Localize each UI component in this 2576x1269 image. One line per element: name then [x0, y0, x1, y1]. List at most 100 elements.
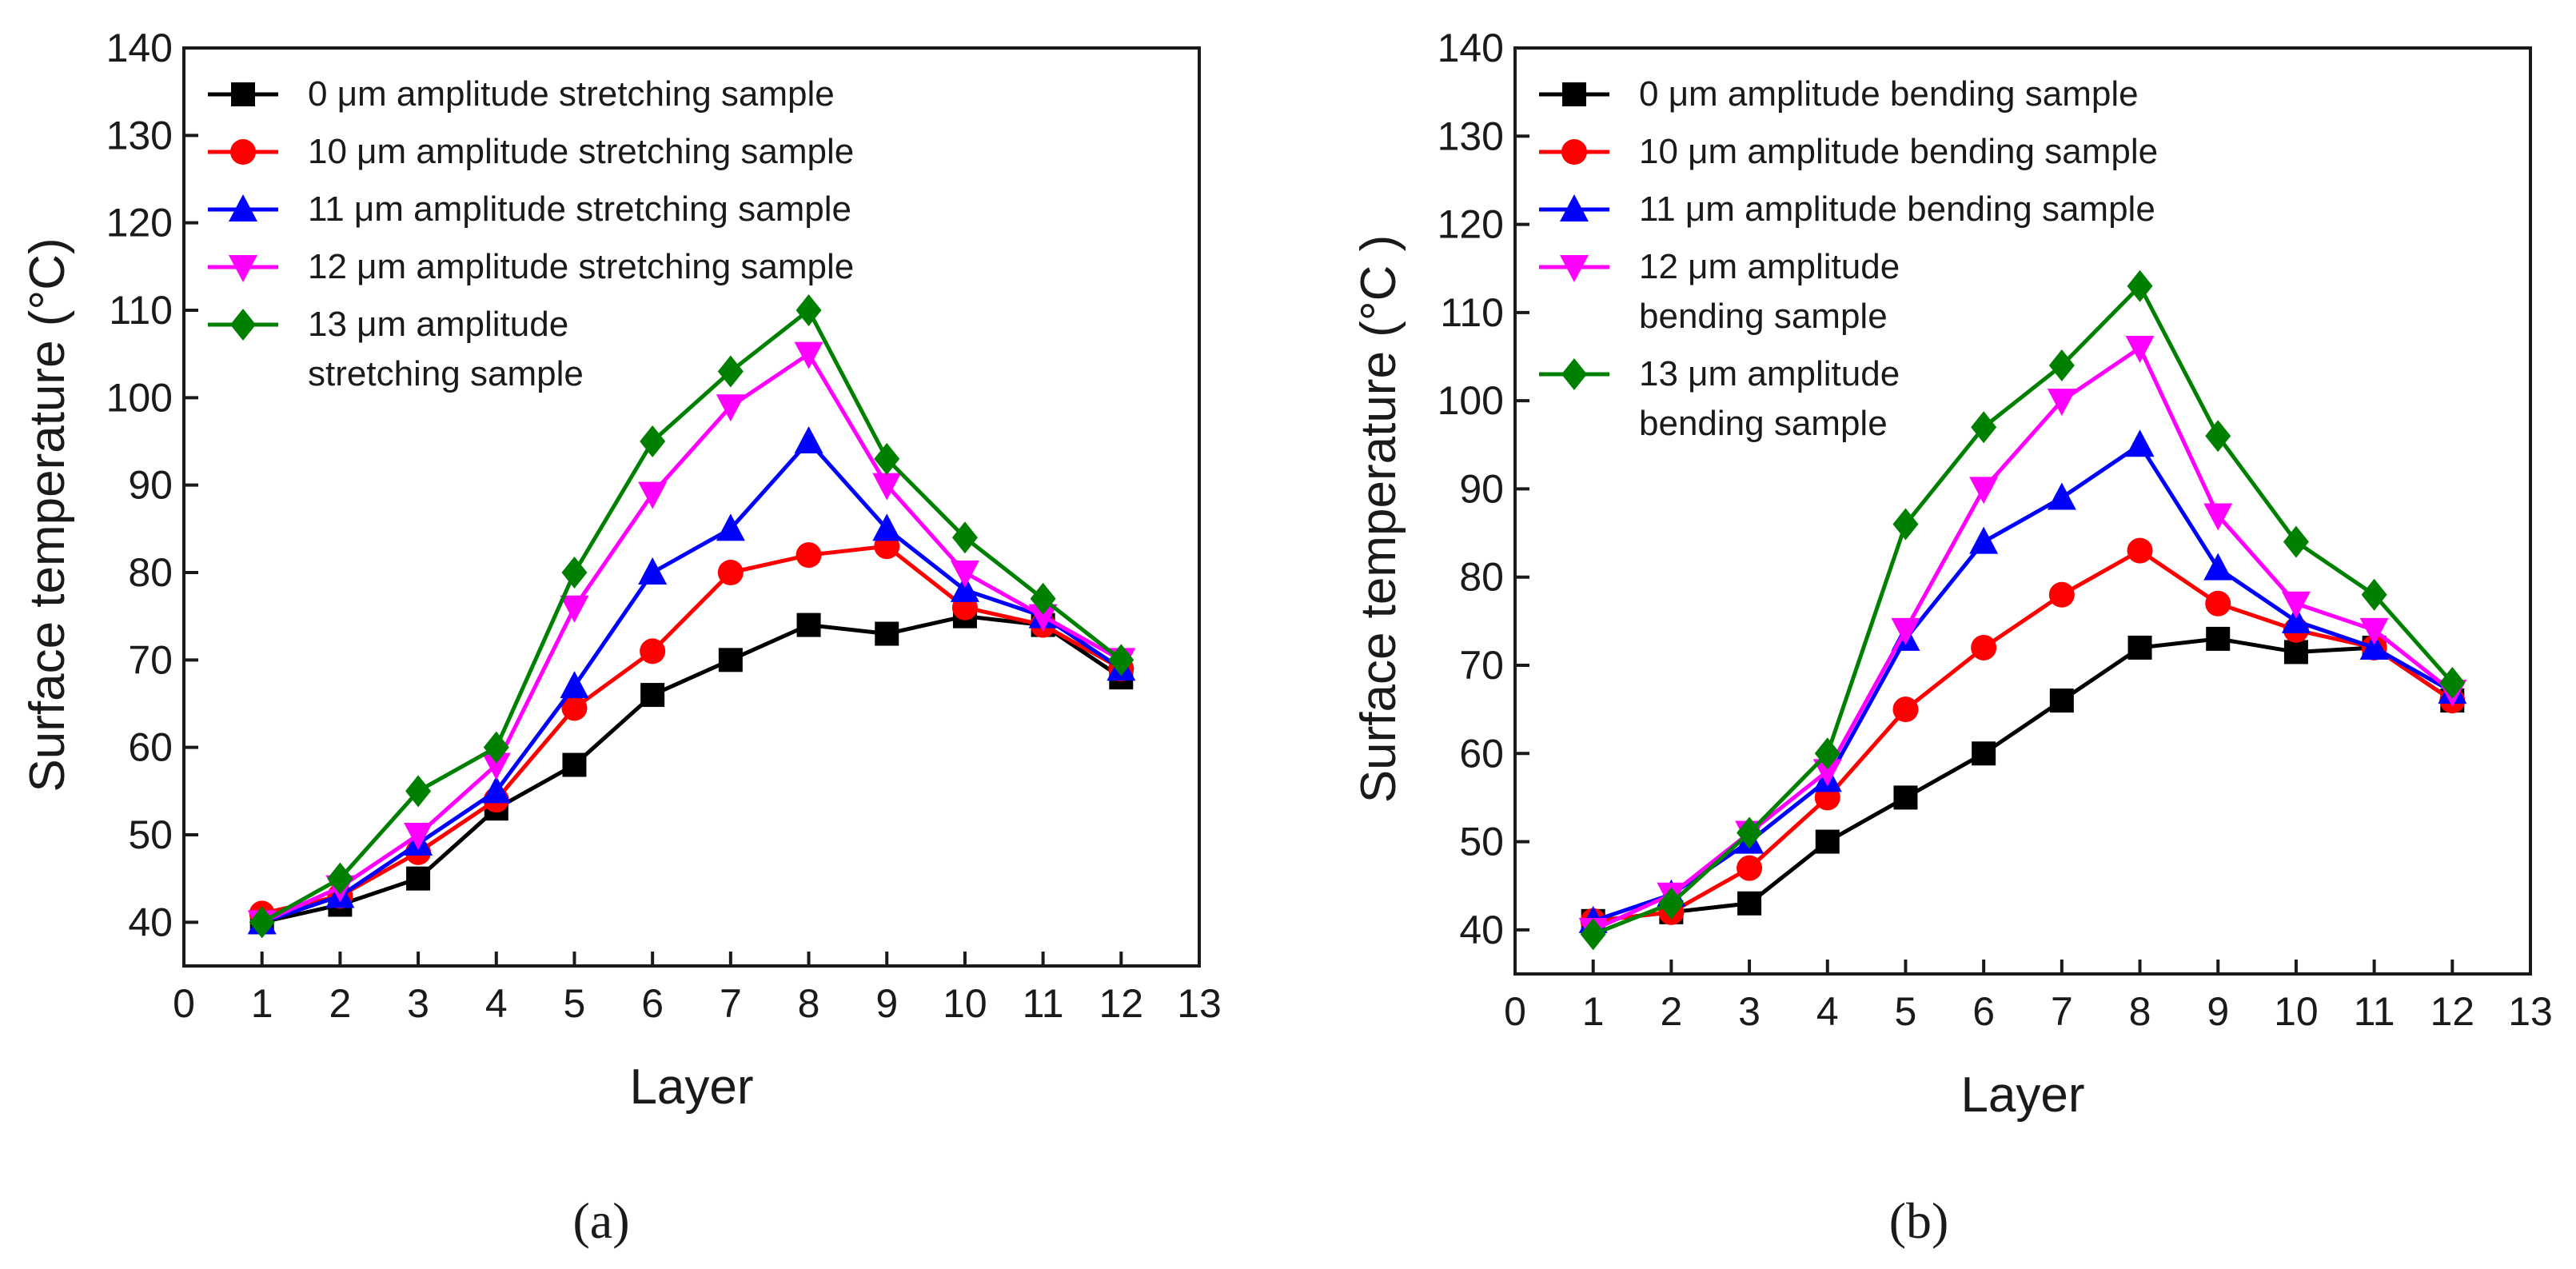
- series-line: [1592, 442, 2454, 924]
- data-point: [1658, 887, 1685, 920]
- y-tick-label: 80: [1459, 555, 1504, 600]
- series-line: [1592, 284, 2454, 936]
- x-tick-label: 2: [1660, 989, 1682, 1034]
- x-tick-label: 2: [329, 981, 351, 1026]
- data-point: [794, 341, 823, 369]
- legend-label: 13 μm amplitude: [308, 305, 568, 344]
- data-point: [327, 862, 353, 895]
- data-point: [1969, 526, 1999, 554]
- x-tick-label: 4: [485, 981, 508, 1026]
- series-line: [261, 614, 1123, 924]
- y-tick-label: 140: [106, 26, 173, 70]
- legend-label: 13 μm amplitude: [1639, 354, 1900, 393]
- x-axis-label: Layer: [629, 1059, 753, 1115]
- legend-label: 0 μm amplitude bending sample: [1639, 74, 2139, 114]
- data-point: [561, 557, 588, 589]
- data-point: [717, 355, 744, 388]
- data-point: [1028, 604, 1058, 632]
- y-tick-label: 50: [128, 812, 173, 857]
- data-point: [2206, 626, 2231, 651]
- data-point: [2127, 635, 2152, 660]
- data-point: [1814, 737, 1840, 770]
- x-tick-label: 1: [251, 981, 273, 1026]
- data-point: [951, 521, 978, 554]
- legend-label: 11 μm amplitude stretching sample: [308, 190, 851, 229]
- data-point: [2127, 269, 2153, 302]
- y-tick-label: 110: [109, 288, 173, 333]
- x-tick-label: 12: [2430, 989, 2474, 1034]
- panel-caption-a: (a): [572, 1192, 629, 1249]
- data-point: [1972, 741, 1996, 766]
- data-point: [1971, 411, 1997, 444]
- legend: 0 μm amplitude bending sample 10 μm ampli…: [1539, 74, 2158, 443]
- data-point: [2281, 605, 2311, 633]
- data-point: [2359, 617, 2389, 645]
- legend-marker: [231, 82, 255, 106]
- data-point: [2205, 590, 2231, 617]
- series-4: [249, 294, 1134, 939]
- data-point: [1580, 918, 1606, 951]
- x-tick-label: 1: [1582, 989, 1605, 1034]
- y-tick-label: 130: [106, 113, 173, 158]
- y-axis-label: Surface temperature (°C ): [1351, 235, 1406, 804]
- x-tick-label: 10: [943, 981, 987, 1026]
- y-tick-label: 110: [1440, 290, 1504, 335]
- y-tick-label: 70: [128, 637, 173, 682]
- x-tick-label: 13: [2508, 989, 2553, 1034]
- plot-frame: [182, 46, 1201, 968]
- data-point: [2359, 632, 2389, 660]
- data-point: [560, 595, 589, 623]
- series-4: [1580, 269, 2466, 951]
- legend-label: 12 μm amplitude: [1639, 247, 1900, 286]
- legend: 0 μm amplitude stretching sample 10 μm am…: [208, 74, 854, 393]
- data-point: [640, 425, 666, 457]
- data-point: [2205, 420, 2231, 453]
- series-2: [1578, 429, 2467, 933]
- legend-marker: [1560, 194, 1589, 221]
- y-tick-label: 40: [1459, 908, 1504, 952]
- data-point: [2203, 553, 2233, 581]
- legend-marker: [229, 194, 257, 221]
- data-point: [483, 731, 509, 764]
- series-line: [261, 352, 1123, 924]
- data-point: [1892, 696, 1919, 723]
- x-tick-label: 6: [1972, 989, 1995, 1034]
- data-point: [718, 648, 743, 672]
- series-line: [261, 544, 1123, 916]
- data-point: [2047, 389, 2076, 417]
- x-tick-label: 5: [564, 981, 586, 1026]
- x-tick-label: 8: [2129, 989, 2151, 1034]
- y-tick-label: 90: [128, 463, 173, 508]
- data-point: [2048, 349, 2075, 382]
- y-tick-label: 40: [128, 900, 173, 944]
- data-point: [560, 671, 589, 699]
- legend-marker: [1560, 255, 1589, 282]
- data-point: [404, 823, 433, 850]
- series-line: [1593, 549, 2454, 924]
- data-point: [872, 473, 902, 501]
- y-tick-label: 140: [1438, 26, 1504, 70]
- data-point: [1737, 855, 1763, 881]
- data-point: [2048, 581, 2075, 608]
- data-point: [716, 513, 745, 541]
- x-tick-label: 11: [2354, 989, 2395, 1034]
- data-point: [2361, 578, 2387, 611]
- panel-caption-b: (b): [1889, 1192, 1949, 1249]
- data-point: [638, 557, 668, 585]
- data-point: [794, 426, 823, 453]
- data-point: [2049, 688, 2074, 713]
- data-point: [638, 481, 668, 509]
- x-tick-label: 9: [875, 981, 898, 1026]
- x-tick-label: 0: [1504, 989, 1526, 1034]
- legend-marker: [1561, 139, 1587, 165]
- y-tick-label: 120: [1438, 202, 1504, 247]
- x-tick-label: 5: [1895, 989, 1917, 1034]
- data-point: [640, 683, 665, 708]
- data-point: [1737, 816, 1763, 849]
- series-line: [261, 439, 1123, 924]
- y-tick-label: 120: [106, 201, 173, 245]
- data-point: [872, 513, 902, 541]
- legend-label: 10 μm amplitude bending sample: [1639, 132, 2158, 171]
